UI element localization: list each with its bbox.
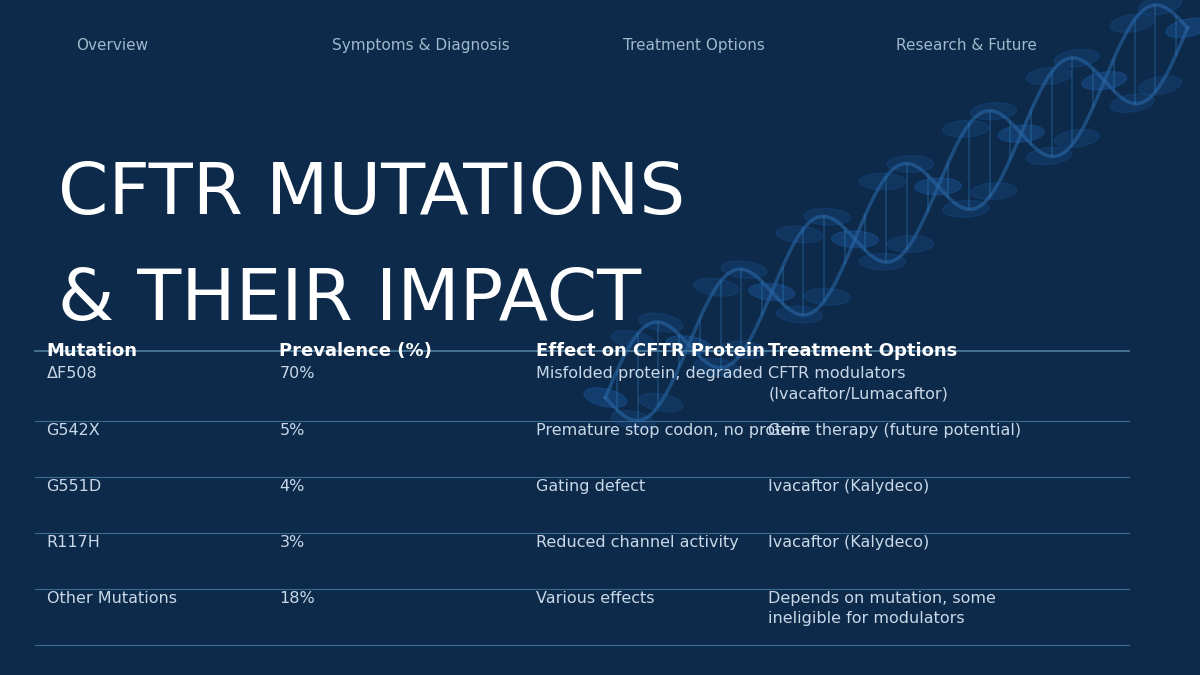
Ellipse shape bbox=[859, 173, 906, 190]
Text: G542X: G542X bbox=[47, 423, 101, 437]
Ellipse shape bbox=[1026, 147, 1072, 165]
Ellipse shape bbox=[1110, 94, 1154, 113]
Ellipse shape bbox=[832, 231, 878, 248]
Ellipse shape bbox=[638, 394, 683, 412]
Ellipse shape bbox=[943, 120, 989, 137]
Ellipse shape bbox=[859, 253, 906, 270]
Ellipse shape bbox=[776, 306, 822, 323]
Text: Mutation: Mutation bbox=[47, 342, 138, 360]
Ellipse shape bbox=[638, 313, 683, 331]
Text: 18%: 18% bbox=[280, 591, 316, 606]
Ellipse shape bbox=[971, 103, 1016, 119]
Ellipse shape bbox=[776, 226, 822, 243]
Text: Treatment Options: Treatment Options bbox=[623, 38, 764, 53]
Ellipse shape bbox=[1082, 72, 1127, 90]
Text: 70%: 70% bbox=[280, 367, 314, 381]
Text: Depends on mutation, some
ineligible for modulators: Depends on mutation, some ineligible for… bbox=[768, 591, 996, 626]
Text: CFTR modulators
(Ivacaftor/Lumacaftor): CFTR modulators (Ivacaftor/Lumacaftor) bbox=[768, 367, 948, 402]
Text: Other Mutations: Other Mutations bbox=[47, 591, 176, 606]
Ellipse shape bbox=[887, 156, 934, 172]
Text: Premature stop codon, no protein: Premature stop codon, no protein bbox=[535, 423, 805, 437]
Ellipse shape bbox=[721, 341, 767, 358]
Text: & THEIR IMPACT: & THEIR IMPACT bbox=[59, 266, 641, 335]
Text: ΔF508: ΔF508 bbox=[47, 367, 97, 381]
Ellipse shape bbox=[694, 278, 739, 296]
Text: 5%: 5% bbox=[280, 423, 305, 437]
Text: 3%: 3% bbox=[280, 535, 305, 550]
Ellipse shape bbox=[943, 200, 989, 217]
Text: R117H: R117H bbox=[47, 535, 101, 550]
Ellipse shape bbox=[1110, 14, 1154, 32]
Text: Overview: Overview bbox=[76, 38, 148, 53]
Text: G551D: G551D bbox=[47, 479, 102, 493]
Text: Misfolded protein, degraded: Misfolded protein, degraded bbox=[535, 367, 762, 381]
Ellipse shape bbox=[914, 178, 961, 194]
Text: 4%: 4% bbox=[280, 479, 305, 493]
Text: Reduced channel activity: Reduced channel activity bbox=[535, 535, 738, 550]
Ellipse shape bbox=[804, 288, 851, 305]
Text: Various effects: Various effects bbox=[535, 591, 654, 606]
Ellipse shape bbox=[1026, 68, 1072, 84]
Ellipse shape bbox=[1082, 72, 1127, 90]
Text: CFTR MUTATIONS: CFTR MUTATIONS bbox=[59, 160, 685, 229]
Ellipse shape bbox=[584, 388, 626, 408]
Ellipse shape bbox=[1054, 49, 1099, 68]
Ellipse shape bbox=[611, 331, 655, 350]
Text: Research & Future: Research & Future bbox=[896, 38, 1037, 53]
Ellipse shape bbox=[611, 410, 655, 429]
Ellipse shape bbox=[584, 388, 626, 408]
Text: Ivacaftor (Kalydeco): Ivacaftor (Kalydeco) bbox=[768, 535, 930, 550]
Text: Prevalence (%): Prevalence (%) bbox=[280, 342, 432, 360]
Ellipse shape bbox=[666, 335, 710, 354]
Ellipse shape bbox=[998, 125, 1044, 142]
Ellipse shape bbox=[887, 236, 934, 252]
Ellipse shape bbox=[998, 125, 1044, 142]
Ellipse shape bbox=[971, 183, 1016, 200]
Ellipse shape bbox=[749, 284, 794, 300]
Ellipse shape bbox=[749, 284, 794, 300]
Ellipse shape bbox=[832, 231, 878, 248]
Ellipse shape bbox=[666, 335, 710, 354]
Ellipse shape bbox=[1138, 76, 1182, 95]
Ellipse shape bbox=[1138, 0, 1182, 15]
Ellipse shape bbox=[1054, 130, 1099, 147]
Text: Gene therapy (future potential): Gene therapy (future potential) bbox=[768, 423, 1021, 437]
Text: Treatment Options: Treatment Options bbox=[768, 342, 958, 360]
Text: Gating defect: Gating defect bbox=[535, 479, 644, 493]
Ellipse shape bbox=[1166, 18, 1200, 38]
Ellipse shape bbox=[721, 261, 767, 278]
Ellipse shape bbox=[804, 209, 851, 225]
Text: Ivacaftor (Kalydeco): Ivacaftor (Kalydeco) bbox=[768, 479, 930, 493]
Text: Effect on CFTR Protein: Effect on CFTR Protein bbox=[535, 342, 764, 360]
Ellipse shape bbox=[1166, 18, 1200, 38]
Ellipse shape bbox=[914, 178, 961, 194]
Ellipse shape bbox=[694, 358, 739, 376]
Text: Symptoms & Diagnosis: Symptoms & Diagnosis bbox=[332, 38, 510, 53]
